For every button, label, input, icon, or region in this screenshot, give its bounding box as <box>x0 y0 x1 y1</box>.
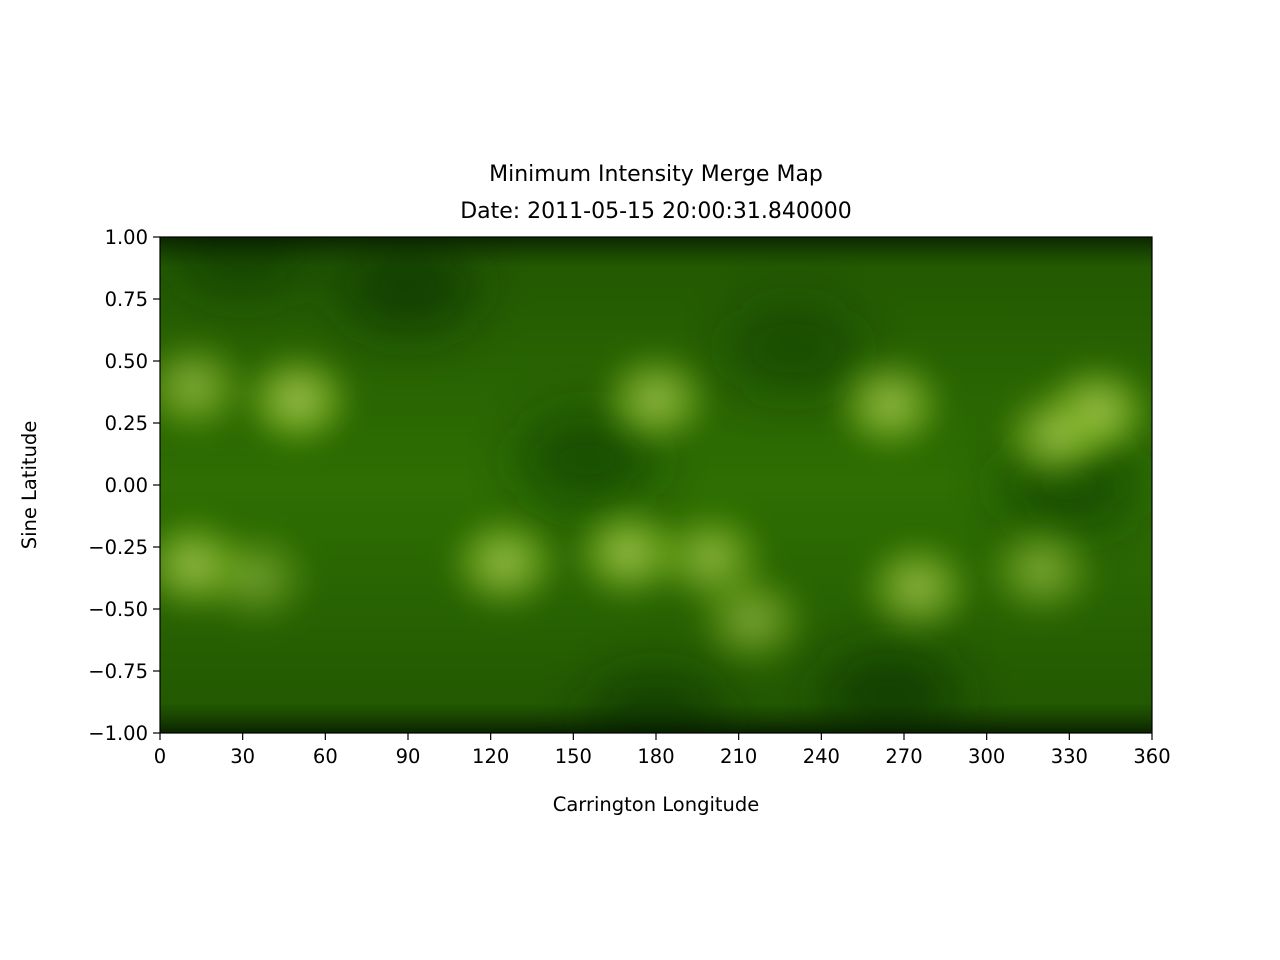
y-tick-label: −0.75 <box>88 660 148 683</box>
x-tick-label: 360 <box>1133 745 1170 768</box>
x-tick-label: 90 <box>396 745 421 768</box>
y-axis-label: Sine Latitude <box>18 421 41 550</box>
x-tick-label: 270 <box>885 745 922 768</box>
y-tick-label: 1.00 <box>105 226 148 249</box>
x-tick-label: 210 <box>720 745 757 768</box>
y-tick-label: −0.50 <box>88 598 148 621</box>
heatmap-image <box>160 237 1152 733</box>
x-tick-label: 120 <box>472 745 509 768</box>
x-tick-label: 0 <box>154 745 166 768</box>
chart-subtitle: Date: 2011-05-15 20:00:31.840000 <box>460 199 852 224</box>
x-tick-label: 150 <box>555 745 592 768</box>
y-tick-label: 0.00 <box>105 474 148 497</box>
x-tick-label: 180 <box>637 745 674 768</box>
x-tick-label: 240 <box>803 745 840 768</box>
pole-shading <box>160 237 1152 733</box>
y-tick-label: 0.75 <box>105 288 148 311</box>
x-axis-ticks: 0 30 60 90 120 150 180 210 240 270 300 330 360 <box>154 733 1171 768</box>
x-tick-label: 60 <box>313 745 338 768</box>
y-tick-label: −0.25 <box>88 536 148 559</box>
x-tick-label: 300 <box>968 745 1005 768</box>
y-tick-label: 0.50 <box>105 350 148 373</box>
x-tick-label: 30 <box>230 745 255 768</box>
y-tick-label: 0.25 <box>105 412 148 435</box>
y-axis-ticks: 1.00 0.75 0.50 0.25 0.00 −0.25 −0.50 −0.75 −1.00 <box>88 226 160 745</box>
x-axis-label: Carrington Longitude <box>553 793 760 816</box>
x-tick-label: 330 <box>1051 745 1088 768</box>
chart-title: Minimum Intensity Merge Map <box>489 162 823 187</box>
y-tick-label: −1.00 <box>88 722 148 745</box>
